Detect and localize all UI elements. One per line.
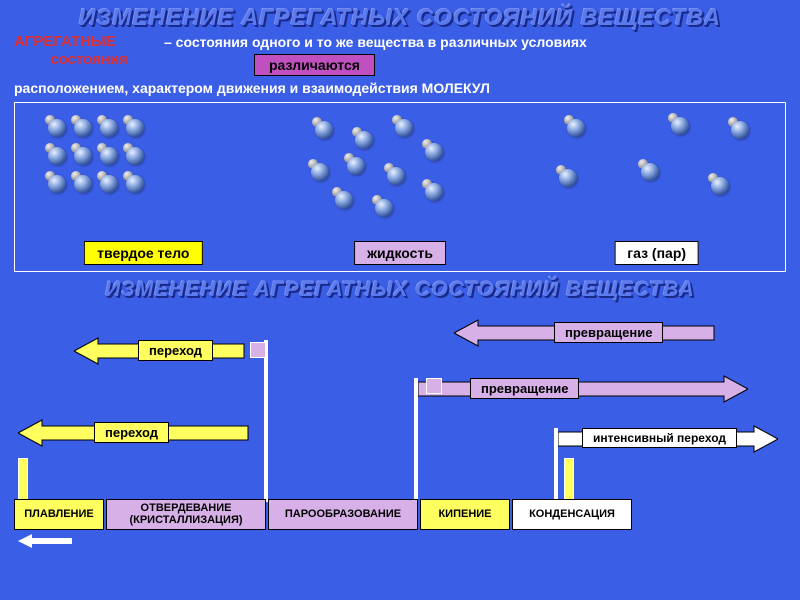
description-2: расположением, характером движения и вза… xyxy=(0,76,800,102)
molecule-icon xyxy=(422,139,444,161)
molecule-icon xyxy=(308,159,330,181)
description-1: – состояния одного и то же вещества в ра… xyxy=(164,33,786,50)
molecule-icon xyxy=(71,115,93,137)
liquid-column: жидкость xyxy=(272,103,529,271)
molecule-icon xyxy=(45,143,67,165)
molecule-icon xyxy=(332,187,354,209)
gas-column: газ (пар) xyxy=(528,103,785,271)
molecule-icon xyxy=(123,143,145,165)
molecule-icon xyxy=(372,195,394,217)
process-row: ПЛАВЛЕНИЕОТВЕРДЕВАНИЕ (КРИСТАЛЛИЗАЦИЯ)ПА… xyxy=(14,499,786,530)
arrow-label-4: превращение xyxy=(470,378,579,399)
arrow-label-2: переход xyxy=(94,422,169,443)
main-title: ИЗМЕНЕНИЕ АГРЕГАТНЫХ СОСТОЯНИЙ ВЕЩЕСТВА xyxy=(0,0,800,33)
gas-prefix: газ ( xyxy=(627,245,656,261)
solid-label: твердое тело xyxy=(84,241,202,265)
arrow-transform-2 xyxy=(418,374,748,409)
arrow-label-1: переход xyxy=(138,340,213,361)
molecule-icon xyxy=(123,171,145,193)
subtitle: ИЗМЕНЕНИЕ АГРЕГАТНЫХ СОСТОЯНИЙ ВЕЩЕСТВА xyxy=(0,272,800,304)
molecule-icon xyxy=(392,115,414,137)
process-box: КОНДЕНСАЦИЯ xyxy=(512,499,632,530)
gas-molecules xyxy=(528,109,785,235)
molecule-icon xyxy=(71,143,93,165)
bottom-arrow-icon xyxy=(18,534,72,548)
process-box: ПЛАВЛЕНИЕ xyxy=(14,499,104,530)
molecule-icon xyxy=(97,171,119,193)
molecule-icon xyxy=(123,115,145,137)
liquid-label: жидкость xyxy=(354,241,446,265)
molecule-icon xyxy=(556,165,578,187)
arrow-right-icon xyxy=(418,374,748,404)
process-box: КИПЕНИЕ xyxy=(420,499,510,530)
gas-label: газ (пар) xyxy=(614,241,699,265)
molecule-icon xyxy=(728,117,750,139)
description-block: – состояния одного и то же вещества в ра… xyxy=(164,33,786,76)
molecule-icon xyxy=(71,171,93,193)
connector-sq-2 xyxy=(426,378,442,394)
process-box: ПАРООБРАЗОВАНИЕ xyxy=(268,499,418,530)
process-diagram: переход превращение переход превращение … xyxy=(14,308,786,548)
molecule-icon xyxy=(422,179,444,201)
molecule-icon xyxy=(668,113,690,135)
molecule-icon xyxy=(384,163,406,185)
molecule-icon xyxy=(638,159,660,181)
liquid-molecules xyxy=(272,109,529,235)
molecule-icon xyxy=(45,115,67,137)
molecule-icon xyxy=(344,153,366,175)
molecule-panel: твердое тело жидкость газ (пар) xyxy=(14,102,786,272)
solid-column: твердое тело xyxy=(15,103,272,271)
molecule-icon xyxy=(564,115,586,137)
aggregate-label-2: состояния xyxy=(14,51,164,69)
molecule-icon xyxy=(97,143,119,165)
intro-row: АГРЕГАТНЫЕ состояния – состояния одного … xyxy=(0,33,800,76)
process-box: ОТВЕРДЕВАНИЕ (КРИСТАЛЛИЗАЦИЯ) xyxy=(106,499,266,530)
aggregate-label: АГРЕГАТНЫЕ состояния xyxy=(14,33,164,69)
molecule-icon xyxy=(45,171,67,193)
differ-box: различаются xyxy=(254,54,375,76)
arrow-label-3: превращение xyxy=(554,322,663,343)
connector-bar-mid xyxy=(564,458,574,500)
connector-bar-left xyxy=(18,458,28,500)
gas-em: пар xyxy=(657,245,682,261)
molecule-icon xyxy=(708,173,730,195)
gas-suffix: ) xyxy=(681,245,686,261)
solid-molecules xyxy=(15,109,272,235)
arrow-label-5: интенсивный переход xyxy=(582,428,737,448)
molecule-icon xyxy=(97,115,119,137)
connector-sq-1 xyxy=(250,342,266,358)
molecule-icon xyxy=(312,117,334,139)
aggregate-label-1: АГРЕГАТНЫЕ xyxy=(14,33,164,51)
molecule-icon xyxy=(352,127,374,149)
